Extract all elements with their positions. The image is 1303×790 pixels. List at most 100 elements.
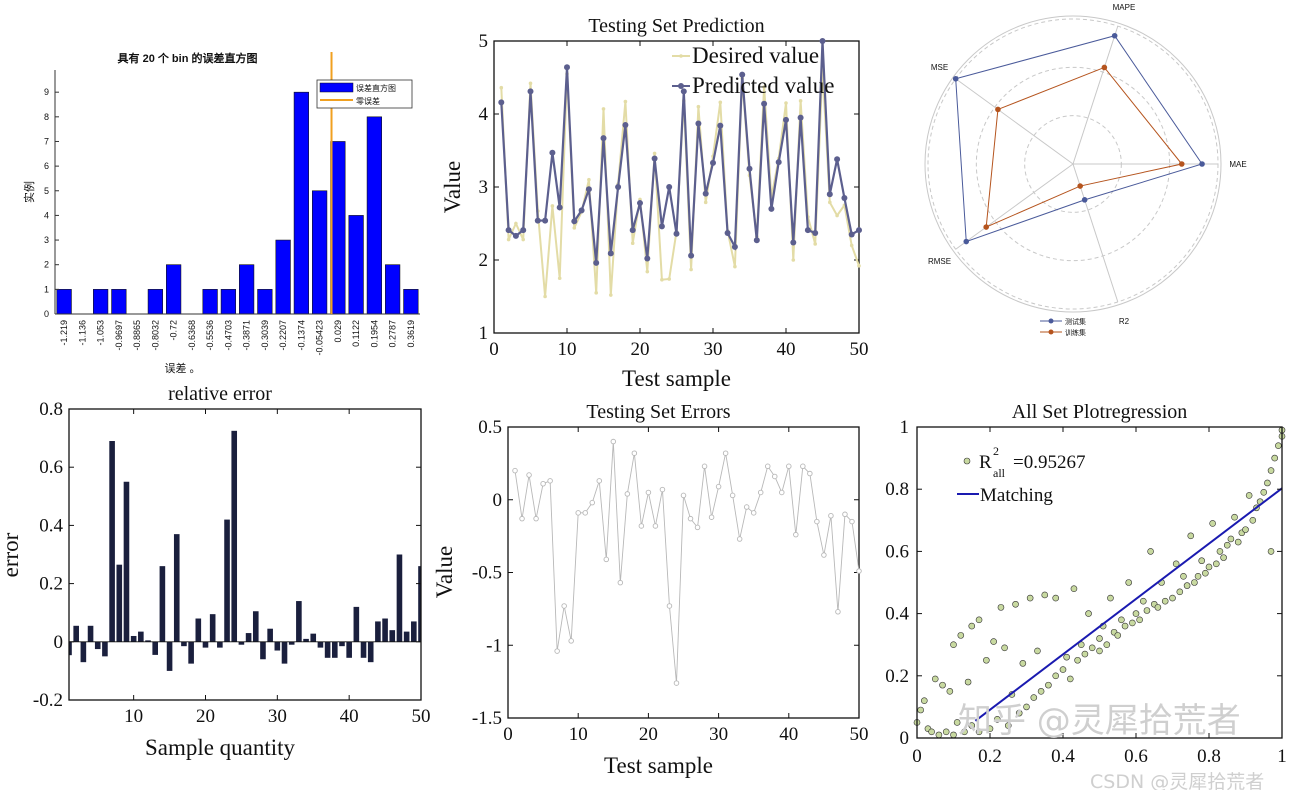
x-tick-label: 40: [779, 724, 798, 745]
desired-value-point: [528, 81, 533, 86]
scatter-point: [1085, 610, 1092, 617]
histogram-bar: [366, 116, 382, 315]
error-point: [680, 492, 687, 499]
predicted-value-point: [549, 149, 556, 156]
scatter-point: [1180, 572, 1187, 580]
predicted-value-point: [658, 223, 665, 230]
error-point: [610, 438, 617, 445]
relative-error-bar: [411, 621, 417, 642]
histogram-bar: [202, 289, 218, 315]
scatter-point: [993, 716, 1001, 723]
relative-error-bar: [173, 534, 180, 642]
legend-marker: [963, 457, 971, 465]
scatter-point: [1132, 610, 1140, 617]
relative-error-bar: [324, 641, 331, 658]
radar-series-polygon: [985, 66, 1183, 228]
relative-error-bar: [346, 641, 352, 658]
scatter-point: [935, 731, 943, 739]
error-point: [638, 523, 645, 529]
x-axis-label: 误差 。: [164, 361, 200, 375]
error-point: [715, 483, 722, 490]
desired-value-point: [623, 99, 628, 104]
legend-r2-sub: all: [993, 466, 1006, 480]
scatter-point: [1052, 672, 1059, 680]
scatter-point: [1191, 579, 1198, 586]
predicted-value-point: [505, 227, 512, 234]
predicted-value-point: [688, 252, 695, 259]
chart-title: Testing Set Errors: [586, 401, 730, 423]
radar-point: [963, 238, 970, 245]
relative-error-bar: [339, 641, 345, 647]
scatter-point: [1172, 560, 1180, 568]
x-tick-label: 50: [850, 724, 869, 745]
x-tick-label: 0.2: [978, 746, 1002, 767]
predicted-value-point: [724, 229, 731, 236]
histogram-bar: [403, 289, 419, 315]
histogram-bar: [257, 289, 273, 315]
x-tick-label: -0.8032: [150, 320, 160, 351]
radar-axis-label: MSE: [931, 63, 948, 72]
radar-axis-label: RMSE: [928, 257, 951, 266]
radar-point: [1101, 64, 1108, 71]
error-point: [603, 556, 610, 563]
desired-value-point: [514, 221, 518, 226]
y-tick-label: 0: [493, 490, 503, 511]
scatter-point: [975, 728, 983, 736]
scatter-point: [953, 719, 961, 726]
radar-point: [1111, 32, 1118, 39]
x-tick-label: -1.219: [59, 320, 69, 346]
relative-error-bar: [317, 641, 324, 648]
radar-point: [1178, 161, 1185, 167]
relative-error-bar: [195, 618, 202, 642]
histogram-bar: [348, 215, 364, 315]
fit-line: [974, 487, 1283, 722]
radar-point: [1199, 161, 1205, 167]
predicted-value-point: [856, 227, 862, 234]
scatter-point: [957, 632, 965, 639]
relative-error-bar: [238, 641, 245, 645]
x-tick-label: 0.2787: [388, 320, 398, 348]
relative-error-bar: [80, 641, 87, 663]
radar-point: [952, 75, 959, 82]
x-tick-label: 0.4: [1051, 746, 1075, 767]
x-tick-label: 40: [340, 706, 359, 727]
error-point: [743, 504, 750, 510]
error-point: [772, 473, 778, 480]
histogram-chart: [54, 52, 420, 315]
relative-error-bar: [188, 641, 194, 664]
legend-label: Predicted value: [692, 73, 834, 98]
predicted-value-point: [593, 259, 600, 266]
desired-value-point: [594, 291, 598, 295]
error-point: [589, 499, 595, 506]
y-tick-label: -0.2: [33, 690, 63, 711]
x-tick-label: -0.6368: [187, 320, 197, 351]
y-tick-label: 3: [44, 235, 49, 245]
chart-title: Testing Set Prediction: [588, 15, 764, 37]
y-tick-label: 6: [44, 161, 49, 171]
radar-axis-label: R2: [1119, 317, 1130, 326]
scatter-point: [1198, 557, 1205, 565]
y-tick-label: 1: [44, 284, 49, 294]
scatter-point: [968, 722, 976, 729]
axes-frame: [916, 426, 1283, 739]
relative-error-bar: [209, 614, 216, 642]
x-tick-label: 20: [196, 706, 215, 727]
desired-value-point: [667, 277, 671, 281]
radar-point: [1077, 183, 1083, 189]
y-tick-label: -1: [486, 635, 502, 656]
scatter-point: [1220, 554, 1227, 561]
legend-r2-sup: 2: [993, 444, 999, 458]
error-point: [673, 680, 680, 686]
radar-axis-label: MAE: [1229, 160, 1246, 169]
y-axis-label: Value: [432, 546, 457, 598]
y-tick-label: 0.2: [885, 666, 909, 687]
scatter-point: [968, 622, 976, 630]
predicted-value-point: [761, 100, 768, 107]
predicted-value-point: [834, 156, 841, 163]
scatter-point: [1183, 582, 1191, 589]
scatter-point: [1216, 548, 1224, 555]
legend-label: 零误差: [356, 96, 380, 106]
relative-error-bar: [310, 633, 317, 642]
legend-marker: [678, 83, 684, 89]
relative-error-bar: [403, 631, 410, 642]
